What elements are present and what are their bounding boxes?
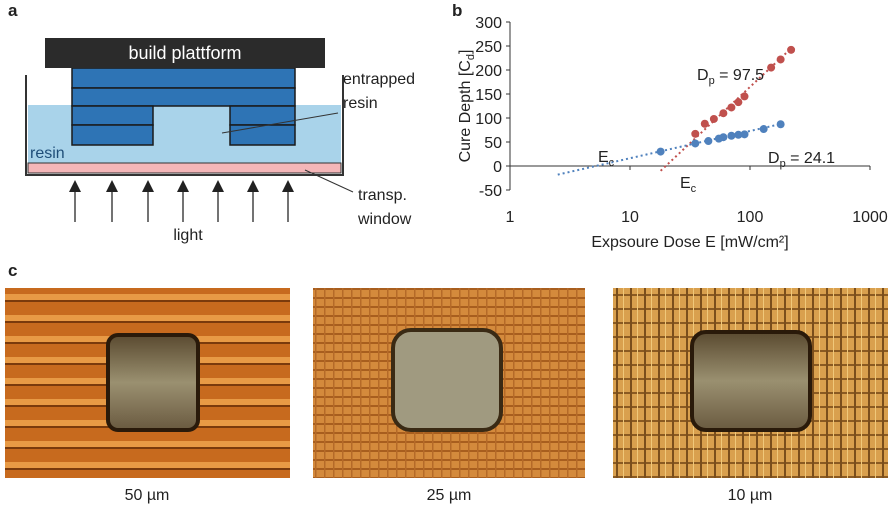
point [734, 98, 742, 106]
light-label: light [173, 227, 203, 244]
window-label: window [357, 211, 412, 228]
point [741, 130, 749, 138]
point [767, 64, 775, 72]
annotation: Ec [680, 175, 697, 195]
panel-label: a [8, 1, 18, 20]
platform-label: build plattform [128, 43, 241, 63]
y-tick-label: 250 [475, 39, 502, 56]
annotation-part: c [691, 183, 697, 195]
y-tick-label: 100 [475, 111, 502, 128]
point [691, 139, 699, 147]
y-tick-label: 200 [475, 63, 502, 80]
annotation-part: c [609, 157, 615, 169]
light-arrows [75, 186, 288, 222]
window [28, 163, 341, 173]
point [691, 130, 699, 138]
annotation: Dp = 24.1 [768, 150, 835, 170]
photo-caption: 10 µm [728, 487, 773, 504]
y-tick-label: 50 [484, 135, 502, 152]
photo-hole [692, 332, 810, 430]
panel-label: b [452, 1, 462, 20]
entrapped-label: resin [343, 95, 378, 112]
point [777, 120, 785, 128]
figure: a build plattform resin entrapped resin … [0, 0, 890, 505]
window-label: transp. [358, 187, 407, 204]
annotation-part: E [598, 149, 609, 166]
y-axis-label: Cure Depth [Cd] [457, 50, 477, 163]
point [719, 109, 727, 117]
point [777, 55, 785, 63]
panel-label: c [8, 261, 17, 280]
point [710, 115, 718, 123]
point [719, 133, 727, 141]
annotation-part: = 24.1 [786, 150, 835, 167]
y-tick-label: -50 [479, 183, 502, 200]
x-tick-label: 10 [621, 209, 639, 226]
y-tick-label: 300 [475, 15, 502, 32]
photos: c 50 µm 25 µm 10 µm [5, 261, 888, 504]
y-tick-label: 150 [475, 87, 502, 104]
point [701, 120, 709, 128]
x-axis-label: Expsoure Dose E [mW/cm²] [591, 234, 788, 251]
point [704, 137, 712, 145]
annotation: Dp = 97.5 [697, 67, 764, 87]
resin-label: resin [30, 145, 65, 162]
photo-caption: 25 µm [427, 487, 472, 504]
photo-hole [108, 335, 198, 430]
x-tick-label: 100 [737, 209, 764, 226]
point [657, 148, 665, 156]
annotation-part: = 97.5 [715, 67, 764, 84]
entrapped-label: entrapped [343, 71, 415, 88]
fit-line [558, 123, 786, 175]
photo-hole [393, 330, 501, 430]
point [727, 103, 735, 111]
x-tick-label: 1000 [852, 209, 888, 226]
annotation-part: D [768, 150, 780, 167]
diagram: a build plattform resin entrapped resin … [8, 1, 415, 244]
point [727, 132, 735, 140]
point [787, 46, 795, 54]
chart: b Expsoure Dose E [mW/cm²] Cure Depth [C… [452, 1, 888, 251]
point [760, 125, 768, 133]
photo-caption: 50 µm [125, 487, 170, 504]
point [741, 92, 749, 100]
annotation-part: E [680, 175, 691, 192]
y-tick-label: 0 [493, 159, 502, 176]
x-tick-label: 1 [506, 209, 515, 226]
annotation-part: D [697, 67, 709, 84]
